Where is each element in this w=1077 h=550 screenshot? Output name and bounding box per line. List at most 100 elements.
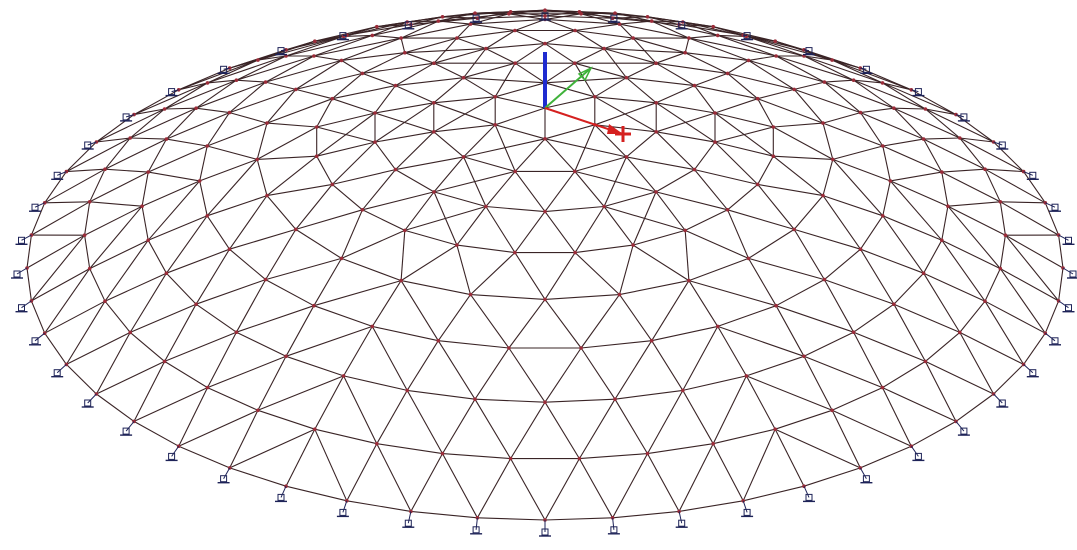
diagonal-member (882, 82, 957, 116)
diagonal-member (207, 55, 287, 84)
diagonal-member (395, 85, 435, 104)
dome-node (313, 427, 317, 432)
fixed-support-icon (470, 14, 483, 23)
dome-nodes (25, 8, 1065, 522)
diagonal-member (257, 356, 287, 411)
diagonal-member (947, 205, 1001, 269)
dome-node (227, 66, 232, 70)
fixed-support-icon (51, 171, 67, 181)
diagonal-member (195, 279, 266, 305)
dome-node (880, 81, 885, 85)
diagonal-member (984, 168, 1024, 173)
support-block (122, 427, 130, 435)
ring-member (30, 202, 46, 236)
diagonal-member (775, 40, 861, 69)
dome-node (617, 292, 622, 297)
diagonal-member (164, 79, 237, 110)
diagonal-member (544, 18, 576, 32)
diagonal-member (463, 124, 496, 158)
ring-member (266, 195, 297, 230)
diagonal-member (456, 244, 472, 295)
diagonal-member (685, 52, 749, 61)
diagonal-member (236, 55, 315, 81)
dome-node (263, 80, 268, 84)
diagonal-member (831, 409, 912, 447)
diagonal-member (655, 131, 695, 170)
diagonal-member (923, 137, 960, 140)
dome-node (493, 123, 498, 127)
diagonal-member (853, 331, 883, 388)
dome-node (802, 354, 806, 359)
ring-member (96, 393, 135, 422)
fixed-support-icon (539, 520, 551, 537)
support-block (1029, 369, 1037, 377)
diagonal-member (694, 72, 728, 87)
dome-node (87, 266, 92, 271)
ring-member (993, 141, 1024, 172)
ring-member (651, 325, 718, 342)
fixed-support-icon (911, 88, 925, 97)
dome-node (683, 228, 687, 233)
ring-member (824, 248, 861, 281)
dome-node (265, 121, 269, 125)
diagonal-member (574, 206, 605, 253)
diagonal-member (655, 62, 728, 74)
ring-member (603, 191, 657, 208)
ring-member (404, 37, 458, 54)
dome-node (399, 36, 403, 40)
diagonal-member (594, 96, 657, 133)
diagonal-member (316, 141, 376, 157)
diagonal-member (474, 347, 510, 400)
diagonal-member (44, 168, 106, 204)
diagonal-member (947, 205, 1006, 236)
dome-node (403, 228, 407, 233)
ring-member (133, 420, 179, 447)
support-stem (1023, 364, 1034, 374)
dome-node (205, 81, 210, 85)
diagonal-member (742, 428, 776, 502)
ring-member (314, 428, 377, 445)
ring-member (923, 138, 943, 173)
diagonal-member (343, 34, 373, 37)
ring-member (1044, 300, 1060, 334)
dome-node (205, 214, 209, 218)
diagonal-member (647, 16, 680, 26)
diagonal-member (406, 390, 443, 454)
diagonal-member (433, 62, 464, 79)
ring-member (803, 331, 854, 357)
diagonal-member (130, 137, 167, 140)
ring-member (581, 340, 652, 349)
ring-member (133, 89, 179, 116)
fixed-support-icon (910, 445, 925, 462)
diagonal-member (712, 375, 747, 444)
ring-member (495, 124, 546, 140)
diagonal-member (456, 206, 487, 246)
support-block (339, 32, 347, 40)
dome-node (370, 324, 375, 329)
fixed-support-icon (402, 21, 415, 30)
support-block (862, 65, 870, 73)
dome-node (631, 36, 635, 40)
diagonal-member (178, 387, 208, 447)
diagonal-member (207, 145, 258, 160)
diagonal-member (285, 305, 315, 357)
ring-member (66, 141, 97, 172)
ring-member (614, 389, 683, 400)
ring-member (544, 124, 595, 140)
diagonal-member (594, 77, 627, 98)
ring-member (229, 248, 266, 281)
fixed-support-icon (993, 393, 1009, 408)
fixed-support-icon (675, 511, 688, 528)
diagonal-member (207, 122, 268, 147)
diagonal-member (84, 205, 143, 236)
fixed-support-icon (165, 88, 179, 97)
diagonal-member (343, 375, 378, 444)
diagonal-member (406, 340, 439, 391)
dome-node (194, 302, 198, 307)
diagonal-member (923, 272, 961, 333)
fixed-support-icon (29, 332, 46, 346)
diagonal-member (544, 9, 580, 13)
ring-member (26, 267, 32, 301)
